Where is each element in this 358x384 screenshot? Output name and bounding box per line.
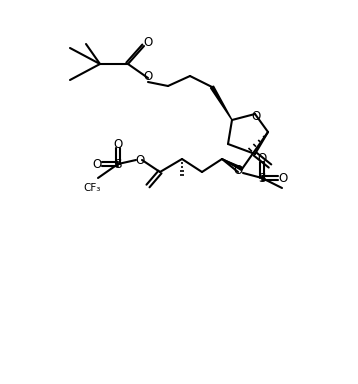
Text: O: O xyxy=(257,152,267,164)
Text: O: O xyxy=(233,164,243,177)
Text: O: O xyxy=(279,172,287,184)
Text: S: S xyxy=(114,157,122,170)
Text: O: O xyxy=(143,70,153,83)
Text: S: S xyxy=(258,172,266,184)
Text: O: O xyxy=(143,36,153,50)
Text: O: O xyxy=(135,154,145,167)
Text: O: O xyxy=(113,137,123,151)
Polygon shape xyxy=(211,86,232,120)
Text: O: O xyxy=(251,109,261,122)
Text: CF₃: CF₃ xyxy=(83,183,101,193)
Polygon shape xyxy=(222,159,243,170)
Text: O: O xyxy=(92,157,102,170)
